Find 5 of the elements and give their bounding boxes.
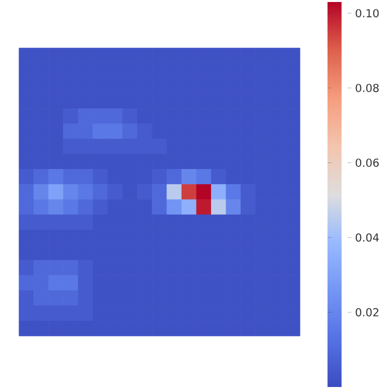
color-bar-label: 0.10: [356, 9, 379, 18]
color-bar-label: 0.06: [356, 158, 379, 167]
color-bar-label: 0.02: [356, 308, 378, 316]
color-bar-label: 0.04: [356, 233, 379, 242]
color-bar-label: 0.08: [356, 84, 379, 92]
